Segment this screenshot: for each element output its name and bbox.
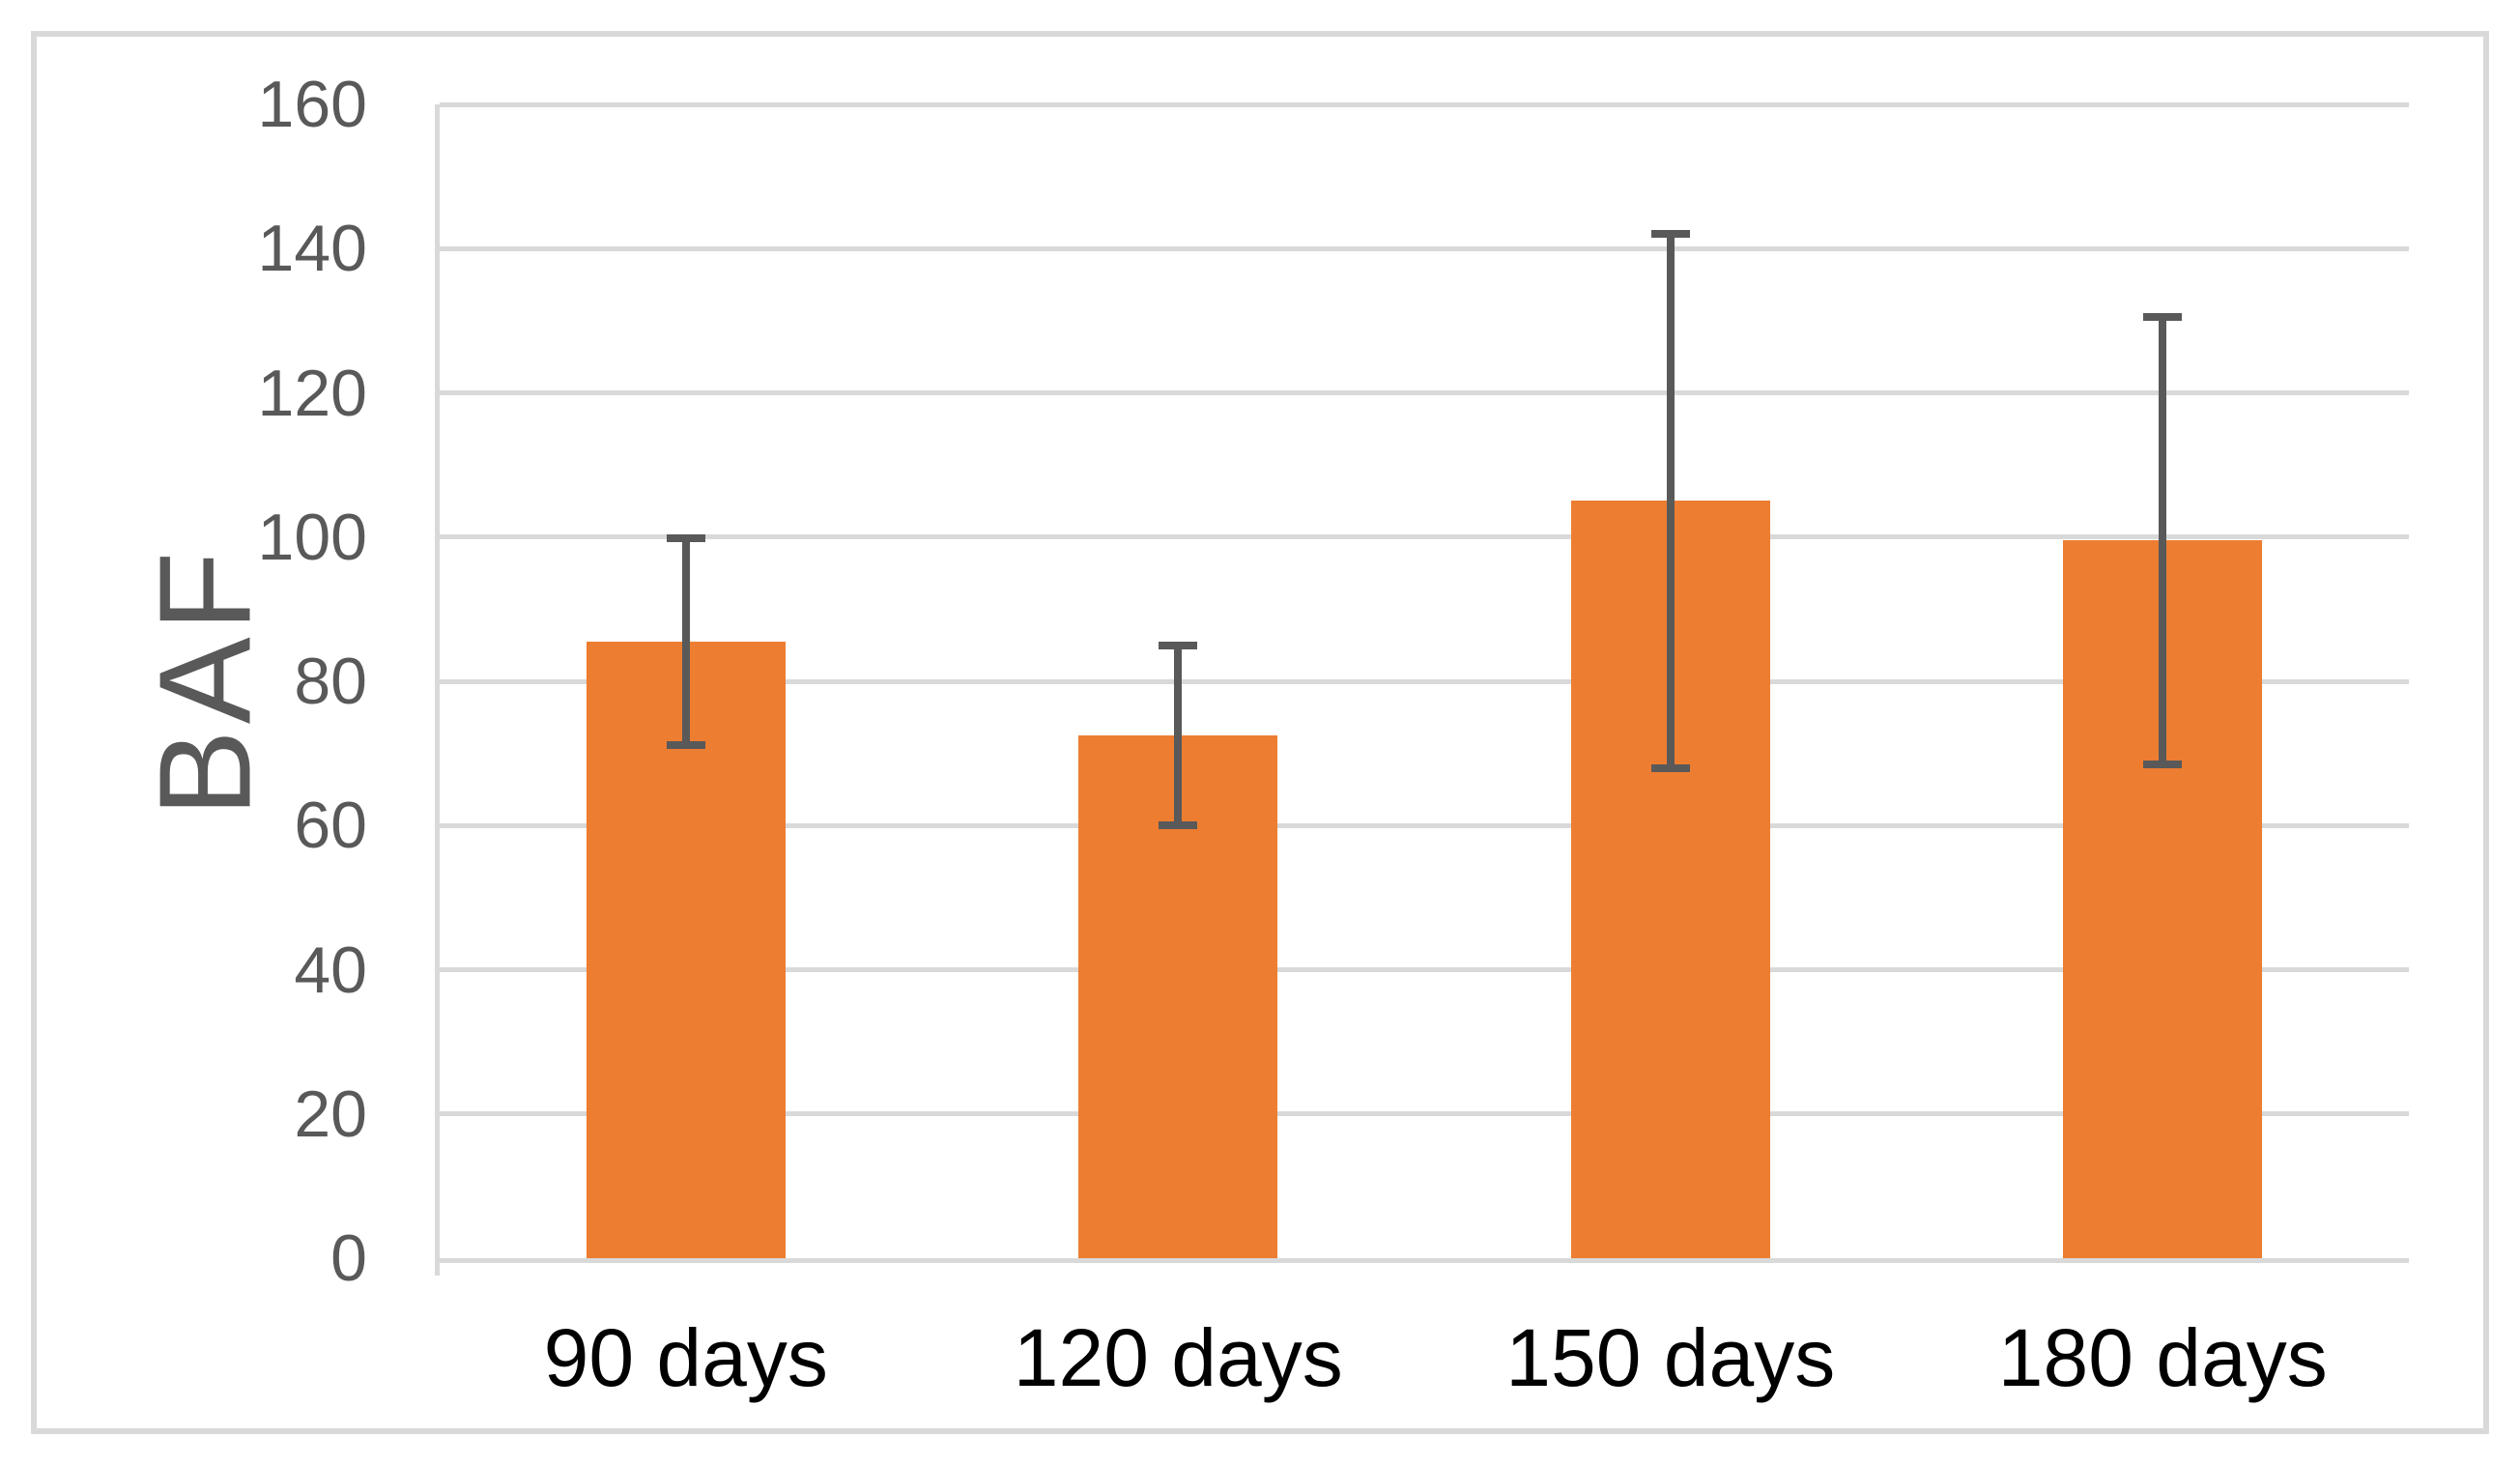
gridline-y-120 (440, 390, 2409, 395)
plot-area (435, 101, 2409, 1276)
x-axis-tick-mark (435, 1262, 440, 1276)
error-bar-line (1666, 234, 1675, 768)
gridline-y-20 (440, 1111, 2409, 1117)
bar-slot-90-days (440, 104, 932, 1258)
error-bar-line (2159, 317, 2167, 764)
x-tick-label-120-days: 120 days (1013, 1312, 1343, 1403)
y-tick-label-40: 40 (294, 933, 367, 1007)
error-bar-cap-top (666, 533, 705, 542)
y-tick-label-160: 160 (257, 68, 367, 141)
error-bar-cap-top (2143, 313, 2183, 322)
gridline-y-80 (440, 678, 2409, 684)
y-tick-label-80: 80 (294, 645, 367, 718)
error-bar-cap-bottom (666, 741, 705, 750)
error-bar-cap-top (1650, 230, 1690, 239)
y-tick-label-140: 140 (257, 212, 367, 286)
gridline-y-140 (440, 245, 2409, 251)
gridline-y-160 (440, 101, 2409, 107)
y-tick-label-100: 100 (257, 500, 367, 574)
y-tick-label-0: 0 (330, 1221, 367, 1295)
error-bar-cap-bottom (1159, 821, 1198, 830)
x-tick-label-180-days: 180 days (1997, 1312, 2328, 1403)
bar-slot-180-days (1917, 104, 2410, 1258)
gridline-y-40 (440, 967, 2409, 972)
y-axis-tick-labels: 0 20 40 60 80 100 120 140 160 (0, 68, 367, 1295)
gridline-y-60 (440, 822, 2409, 828)
error-bar-cap-bottom (1650, 763, 1690, 772)
x-tick-label-90-days: 90 days (543, 1312, 828, 1403)
y-tick-label-60: 60 (294, 789, 367, 863)
x-tick-label-150-days: 150 days (1505, 1312, 1836, 1403)
bar-slot-120-days (932, 104, 1425, 1258)
error-bar-cap-top (1159, 641, 1198, 649)
bar-series (440, 104, 2409, 1258)
y-tick-label-20: 20 (294, 1077, 367, 1151)
error-bar-line (681, 537, 690, 746)
y-tick-label-120: 120 (257, 356, 367, 430)
error-bar-cap-bottom (2143, 760, 2183, 768)
x-axis-category-labels: 90 days 120 days 150 days 180 days (440, 1285, 2409, 1430)
error-bar-line (1174, 645, 1183, 826)
bar-slot-150-days (1424, 104, 1917, 1258)
gridline-y-100 (440, 534, 2409, 540)
